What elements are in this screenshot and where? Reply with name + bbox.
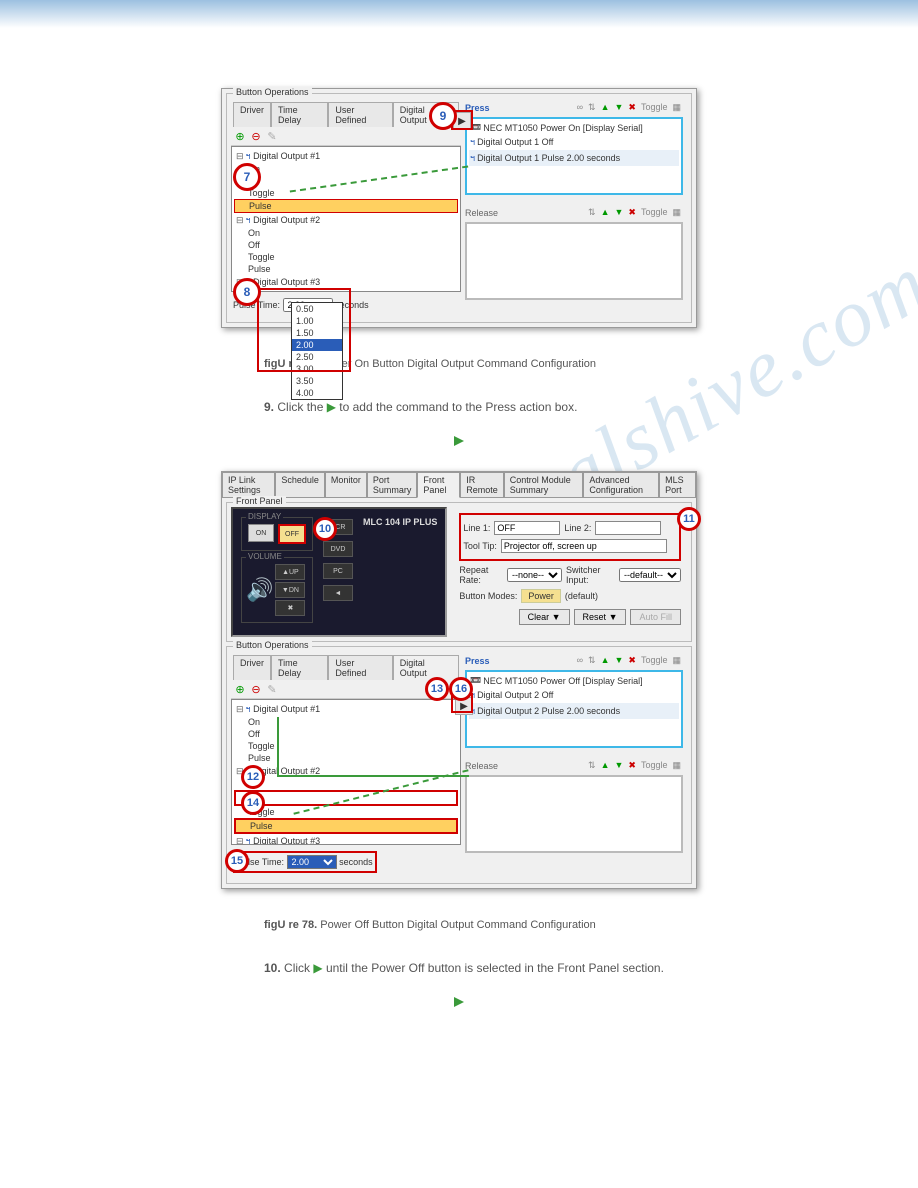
tree-pulse-do2[interactable]: Pulse (234, 818, 458, 834)
tab-driver2[interactable]: Driver (233, 655, 271, 680)
tab-irremote[interactable]: IR Remote (460, 472, 504, 497)
marker-11: 11 (677, 507, 701, 531)
group-title: Button Operations (233, 87, 312, 97)
marker-15: 15 (225, 849, 249, 873)
tab-driver[interactable]: Driver (233, 102, 271, 127)
marker-10: 10 (313, 517, 337, 541)
header-gradient-bar (0, 0, 918, 28)
tree-toggle[interactable]: Toggle (234, 187, 458, 199)
tab-timedelay[interactable]: Time Delay (271, 102, 328, 127)
press-label2: Press (465, 656, 490, 666)
toolbar: ⊕ ⊖ ✎ (231, 127, 461, 146)
tab-schedule[interactable]: Schedule (275, 472, 325, 497)
press-toolbar: ∞⇅▲▼✖Toggle▦ (575, 102, 683, 113)
line1-input[interactable] (494, 521, 560, 535)
press-box2[interactable]: 📼NEC MT1050 Power Off [Display Serial] ฯ… (465, 670, 683, 748)
switcher-select[interactable]: --default-- (619, 568, 681, 582)
marker-12: 12 (241, 765, 265, 789)
caption-78: figU re 78. Power Off Button Digital Out… (264, 919, 898, 931)
release-toolbar: ⇅▲▼✖Toggle▦ (586, 207, 683, 218)
tooltip-input[interactable] (501, 539, 667, 553)
src-4[interactable]: ◄ (323, 585, 353, 601)
marker-14: 14 (241, 791, 265, 815)
chevron (20, 434, 898, 451)
tab-portsummary[interactable]: Port Summary (367, 472, 418, 497)
marker-9: 9 (429, 102, 457, 130)
marker-7: 7 (233, 163, 261, 191)
tree-off-do2[interactable]: Off (234, 790, 458, 806)
disp-on[interactable]: ON (248, 524, 274, 542)
tree-pulse[interactable]: Pulse (234, 199, 458, 213)
tab-iplink[interactable]: IP Link Settings (222, 472, 275, 497)
figure-78: IP Link Settings Schedule Monitor Port S… (221, 471, 697, 889)
device-frontpanel: DISPLAY ONOFF VOLUME 🔊 ▲UP▼DN✖ VCR DVD P… (231, 507, 447, 637)
add-icon[interactable]: ⊕ (233, 129, 247, 143)
pulse-time-select2[interactable]: 2.00 (287, 855, 337, 869)
top-tabs: IP Link Settings Schedule Monitor Port S… (222, 472, 696, 498)
solid-line (277, 717, 469, 777)
tab-userdef[interactable]: User Defined (328, 102, 392, 127)
press-box[interactable]: 📼NEC MT1050 Power On [Display Serial] ฯD… (465, 117, 683, 195)
figure-77: Button Operations Driver Time Delay User… (221, 88, 697, 328)
remove-icon[interactable]: ⊖ (249, 682, 263, 696)
disp-off[interactable]: OFF (278, 524, 306, 544)
release-label: Release (465, 208, 498, 218)
digout-tree[interactable]: ฯ Digital Output #1 On Off Toggle Pulse … (231, 146, 461, 292)
redbox-dropdown (257, 288, 351, 372)
device-title: MLC 104 IP PLUS (363, 517, 437, 627)
bo-tabs: Driver Time Delay User Defined Digital O… (233, 102, 459, 127)
caption-77: figU re 77. Power On Button Digital Outp… (264, 358, 898, 370)
tab-td2[interactable]: Time Delay (271, 655, 328, 680)
tab-advcfg[interactable]: Advanced Configuration (583, 472, 659, 497)
edit-icon: ✎ (265, 682, 279, 696)
speaker-icon: 🔊 (246, 577, 273, 603)
add-icon[interactable]: ⊕ (233, 682, 247, 696)
edit-icon: ✎ (265, 129, 279, 143)
bmode-badge: Power (521, 589, 561, 603)
cmd-row: ฯDigital Output 1 Off (469, 134, 679, 150)
marker-13: 13 (425, 677, 449, 701)
src-dvd[interactable]: DVD (323, 541, 353, 557)
release-box[interactable] (465, 222, 683, 300)
step-9: 9. Click the ▶ to add the command to the… (264, 400, 898, 414)
tab-do2[interactable]: Digital Output (393, 655, 459, 680)
clear-btn[interactable]: Clear ▼ (519, 609, 570, 625)
reset-btn[interactable]: Reset ▼ (574, 609, 627, 625)
tab-ud2[interactable]: User Defined (328, 655, 392, 680)
marker-16: 16 (449, 677, 473, 701)
line2-input[interactable] (595, 521, 661, 535)
src-pc[interactable]: PC (323, 563, 353, 579)
tree-off[interactable]: Off (234, 175, 458, 187)
remove-icon[interactable]: ⊖ (249, 129, 263, 143)
tab-mlsport[interactable]: MLS Port (659, 472, 696, 497)
release-label2: Release (465, 761, 498, 771)
cmd-row: 📼NEC MT1050 Power On [Display Serial] (469, 121, 679, 134)
tab-frontpanel[interactable]: Front Panel (417, 472, 460, 498)
vol-up[interactable]: ▲UP (275, 564, 305, 580)
tab-monitor[interactable]: Monitor (325, 472, 367, 497)
vol-dn[interactable]: ▼DN (275, 582, 305, 598)
repeat-select[interactable]: --none-- (507, 568, 562, 582)
marker-8: 8 (233, 278, 261, 306)
button-form: Line 1: Line 2: Tool Tip: Repeat Rate:--… (453, 507, 687, 637)
cmd-row: ฯDigital Output 1 Pulse 2.00 seconds (469, 150, 679, 166)
step-10: 10. Click ▶ until the Power Off button i… (264, 961, 898, 975)
autofill-btn: Auto Fill (630, 609, 681, 625)
tab-cms[interactable]: Control Module Summary (504, 472, 584, 497)
chevron2 (20, 995, 898, 1012)
vol-mute[interactable]: ✖ (275, 600, 305, 616)
release-box2[interactable] (465, 775, 683, 853)
